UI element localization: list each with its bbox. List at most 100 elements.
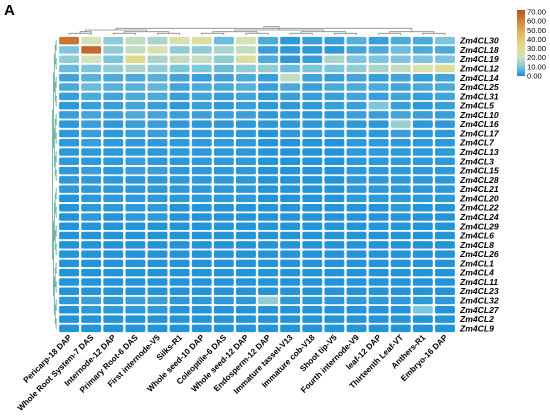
heatmap-cell: [147, 166, 168, 175]
heatmap-cell: [324, 129, 345, 138]
heatmap-cell: [81, 55, 102, 63]
heatmap-cell: [191, 55, 212, 63]
heatmap-cells: [58, 36, 456, 333]
heatmap-cell: [412, 120, 433, 128]
heatmap-cell: [103, 287, 124, 295]
row-labels: Zm4CL30Zm4CL18Zm4CL19Zm4CL12Zm4CL14Zm4CL…: [459, 36, 500, 334]
heatmap-cell: [412, 203, 433, 212]
heatmap-cell: [390, 268, 411, 277]
heatmap-cell: [213, 46, 234, 54]
heatmap-cell: [125, 101, 146, 110]
heatmap-cell: [280, 92, 301, 101]
heatmap-cell: [280, 101, 301, 110]
heatmap-cell: [81, 36, 102, 45]
colorbar-tick-label: 20.00: [527, 53, 546, 62]
heatmap-cell: [103, 74, 124, 82]
heatmap-cell: [302, 259, 323, 268]
dendrogram-branch: [55, 58, 57, 69]
heatmap-cell: [390, 315, 411, 323]
heatmap-cell: [434, 185, 455, 193]
row-label: Zm4CL8: [459, 240, 494, 250]
heatmap-cell: [280, 213, 301, 221]
heatmap-cell: [147, 83, 168, 91]
heatmap-cell: [235, 241, 256, 249]
heatmap-cell: [302, 138, 323, 147]
heatmap-cell: [169, 129, 190, 138]
heatmap-cell: [213, 287, 234, 295]
row-label: Zm4CL22: [459, 203, 499, 213]
heatmap-cell: [412, 259, 433, 268]
heatmap-cell: [302, 324, 323, 333]
heatmap-cell: [169, 194, 190, 203]
heatmap-cell: [125, 176, 146, 184]
heatmap-cell: [434, 148, 455, 156]
heatmap-cell: [103, 315, 124, 323]
heatmap-cell: [125, 166, 146, 175]
heatmap-cell: [213, 157, 234, 166]
heatmap-cell: [81, 250, 102, 258]
heatmap-cell: [434, 315, 455, 323]
heatmap-cell: [213, 74, 234, 82]
heatmap-cell: [81, 324, 102, 333]
heatmap-cell: [412, 268, 433, 277]
heatmap-cell: [412, 92, 433, 101]
heatmap-cell: [235, 306, 256, 314]
heatmap-cell: [59, 194, 80, 203]
dendrogram-branch: [55, 170, 57, 181]
heatmap-cell: [103, 296, 124, 305]
heatmap-cell: [412, 324, 433, 333]
heatmap-cell: [434, 306, 455, 314]
heatmap-cell: [368, 315, 389, 323]
row-label: Zm4CL3: [459, 156, 494, 166]
heatmap-cell: [59, 138, 80, 147]
heatmap-cell: [346, 92, 367, 101]
heatmap-cell: [59, 185, 80, 193]
heatmap-cell: [390, 296, 411, 305]
heatmap-cell: [169, 296, 190, 305]
heatmap-cell: [81, 231, 102, 240]
heatmap-cell: [368, 203, 389, 212]
heatmap-cell: [235, 120, 256, 128]
heatmap-cell: [434, 296, 455, 305]
heatmap-cell: [258, 92, 279, 101]
heatmap-cell: [324, 194, 345, 203]
heatmap-cell: [280, 306, 301, 314]
colorbar-tick-label: 30.00: [527, 44, 546, 53]
heatmap-cell: [324, 64, 345, 73]
heatmap-cell: [324, 138, 345, 147]
heatmap-cell: [103, 185, 124, 193]
heatmap-cell: [346, 157, 367, 166]
heatmap-cell: [169, 101, 190, 110]
heatmap-cell: [191, 176, 212, 184]
heatmap-cell: [235, 176, 256, 184]
heatmap-cell: [59, 250, 80, 258]
heatmap-cell: [346, 287, 367, 295]
heatmap-cell: [59, 148, 80, 156]
heatmap-cell: [125, 222, 146, 231]
heatmap-cell: [280, 203, 301, 212]
heatmap-cell: [324, 213, 345, 221]
heatmap-cell: [368, 55, 389, 63]
heatmap-cell: [169, 36, 190, 45]
heatmap-cell: [169, 55, 190, 63]
heatmap-cell: [302, 157, 323, 166]
heatmap-cell: [412, 148, 433, 156]
heatmap-cell: [147, 157, 168, 166]
heatmap-cell: [59, 111, 80, 119]
heatmap-cell: [390, 101, 411, 110]
heatmap-cell: [81, 278, 102, 286]
heatmap-cell: [169, 213, 190, 221]
heatmap-cell: [324, 268, 345, 277]
row-label: Zm4CL16: [459, 119, 499, 129]
heatmap-cell: [390, 324, 411, 333]
heatmap-cell: [302, 64, 323, 73]
heatmap-cell: [191, 315, 212, 323]
heatmap-cell: [213, 111, 234, 119]
heatmap-cell: [191, 278, 212, 286]
heatmap-cell: [258, 194, 279, 203]
row-label: Zm4CL29: [459, 221, 499, 231]
heatmap-cell: [169, 315, 190, 323]
colorbar-tick-label: 40.00: [527, 35, 546, 44]
heatmap-cell: [302, 46, 323, 54]
